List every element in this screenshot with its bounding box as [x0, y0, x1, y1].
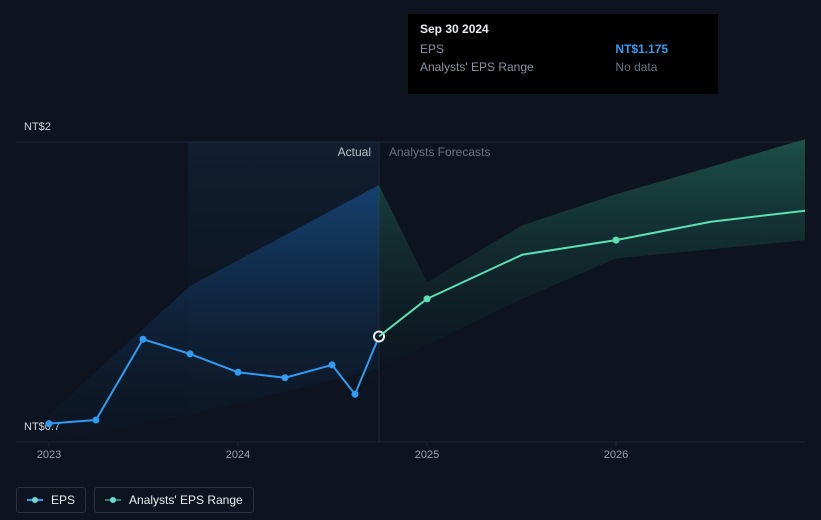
tooltip-row-label: EPS: [420, 40, 615, 58]
legend-item[interactable]: EPS: [16, 487, 86, 513]
svg-text:2024: 2024: [226, 449, 250, 461]
legend-label: Analysts' EPS Range: [129, 493, 243, 507]
legend-item[interactable]: Analysts' EPS Range: [94, 487, 254, 513]
legend-label: EPS: [51, 493, 75, 507]
legend-swatch: [105, 496, 121, 504]
chart-tooltip: Sep 30 2024 EPSNT$1.175Analysts' EPS Ran…: [408, 14, 718, 94]
legend-swatch: [27, 496, 43, 504]
svg-text:2026: 2026: [604, 449, 628, 461]
eps-chart-container: NT$2NT$0.7ActualAnalysts Forecasts202320…: [0, 0, 821, 520]
tooltip-table: EPSNT$1.175Analysts' EPS RangeNo data: [420, 40, 706, 76]
legend: EPS Analysts' EPS Range: [16, 487, 254, 513]
svg-text:2025: 2025: [415, 449, 439, 461]
svg-text:Actual: Actual: [338, 145, 371, 159]
tooltip-row-value: NT$1.175: [615, 40, 706, 58]
svg-text:2023: 2023: [37, 449, 61, 461]
tooltip-row-label: Analysts' EPS Range: [420, 58, 615, 76]
tooltip-row-value: No data: [615, 58, 706, 76]
tooltip-date: Sep 30 2024: [420, 22, 706, 36]
svg-text:NT$2: NT$2: [24, 121, 51, 133]
svg-text:Analysts Forecasts: Analysts Forecasts: [389, 145, 490, 159]
